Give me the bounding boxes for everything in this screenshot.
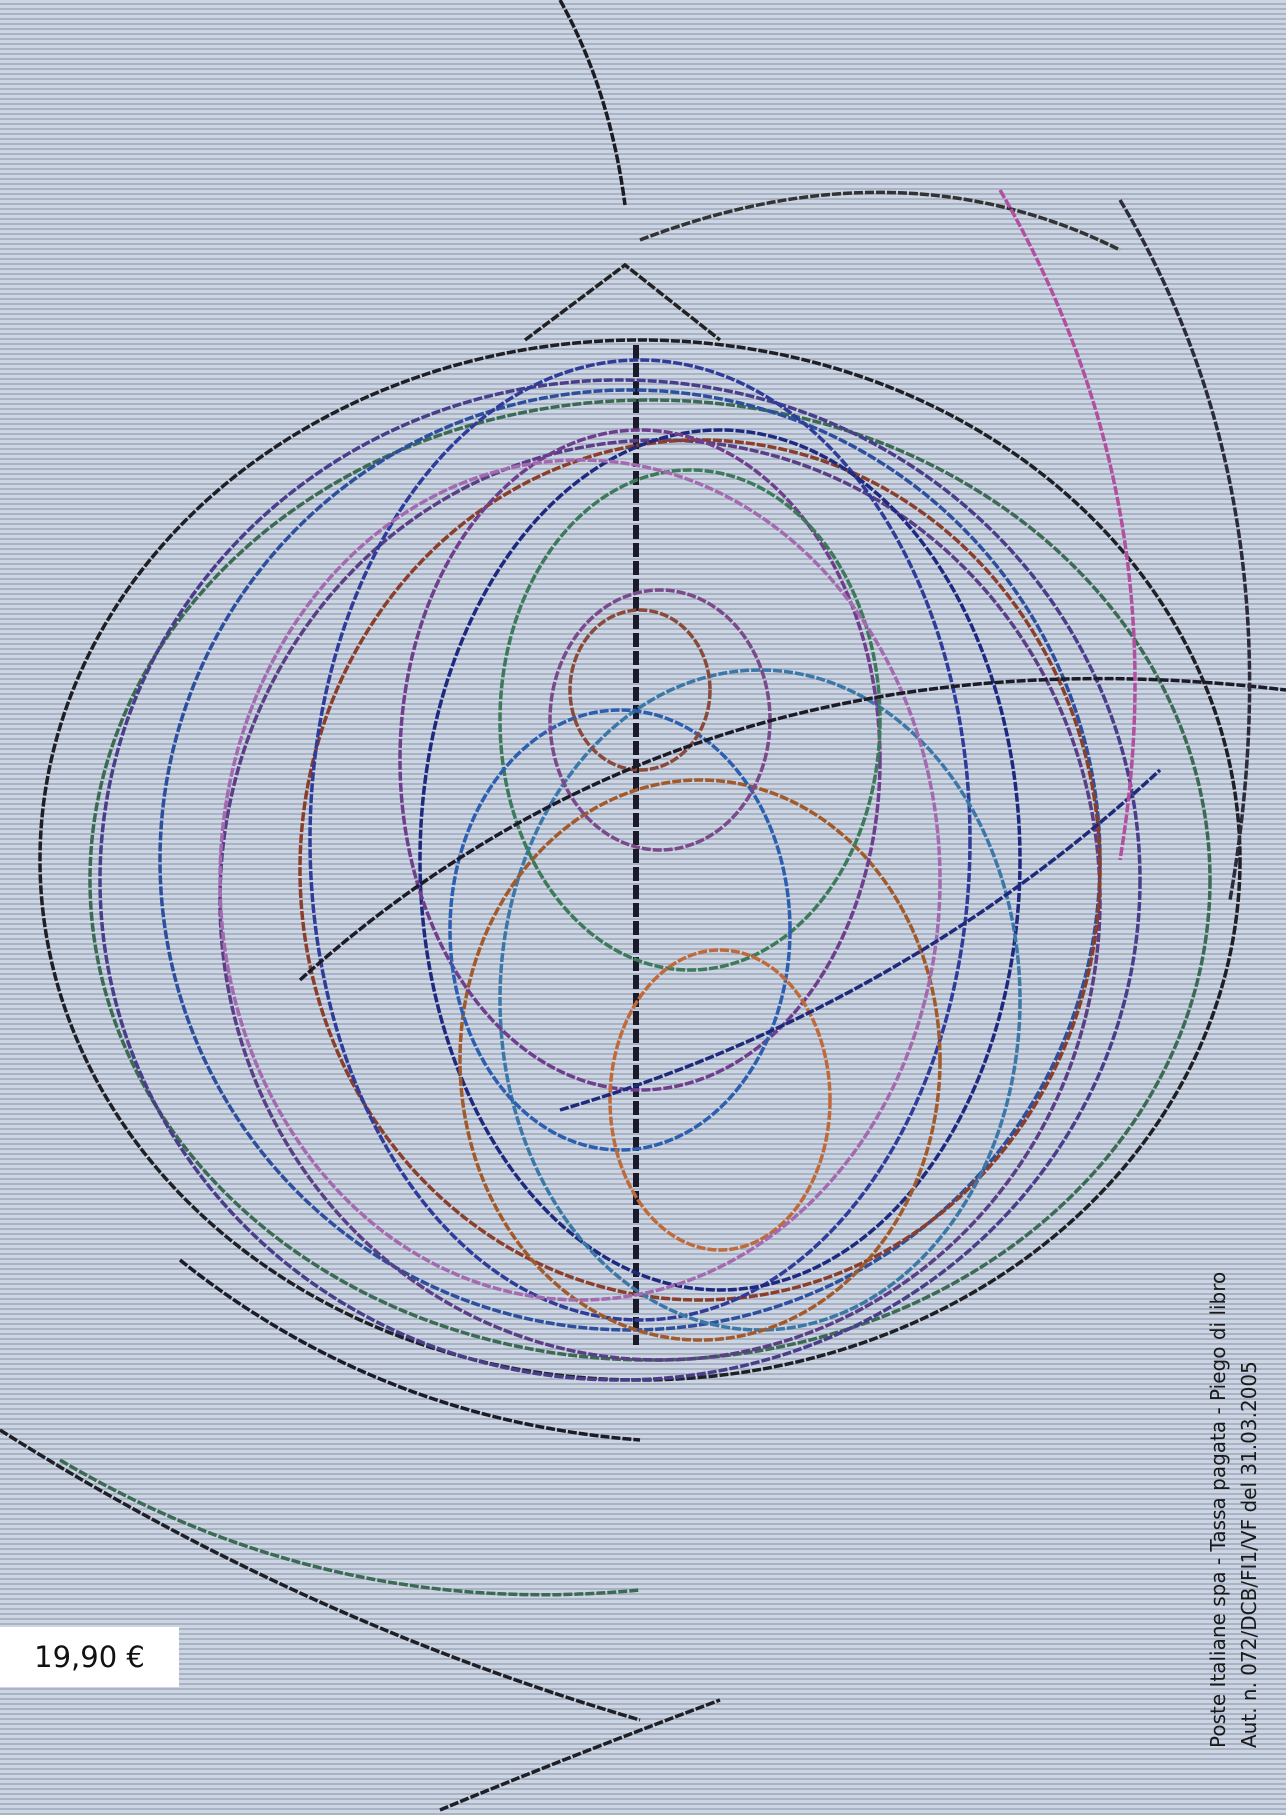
arc	[568, 608, 712, 772]
arc	[998, 189, 1137, 861]
arc	[558, 0, 627, 206]
arc	[0, 1428, 641, 1722]
arc	[398, 428, 882, 1092]
arc	[439, 1698, 721, 1812]
arc	[608, 948, 832, 1252]
arc	[1118, 199, 1252, 901]
arc	[59, 1458, 641, 1597]
arc	[98, 378, 1142, 1382]
arc	[448, 708, 792, 1152]
postal-notice-line: Poste Italiane spa - Tassa pagata - Pieg…	[1206, 1272, 1230, 1748]
arc	[523, 262, 722, 342]
arc	[178, 1258, 641, 1442]
price-tag: 19,90 €	[0, 1627, 179, 1687]
arc	[458, 778, 942, 1342]
arc	[418, 428, 1022, 1292]
price: 19,90 €	[34, 1640, 145, 1674]
postal-notice-line: Aut. n. 072/DCB/FI1/VF del 31.03.2005	[1237, 1361, 1261, 1748]
arc	[639, 190, 1121, 252]
arc	[298, 676, 1286, 982]
arc	[498, 468, 882, 972]
arc	[308, 358, 972, 1322]
arc	[218, 458, 942, 1302]
arc	[559, 768, 1162, 1112]
